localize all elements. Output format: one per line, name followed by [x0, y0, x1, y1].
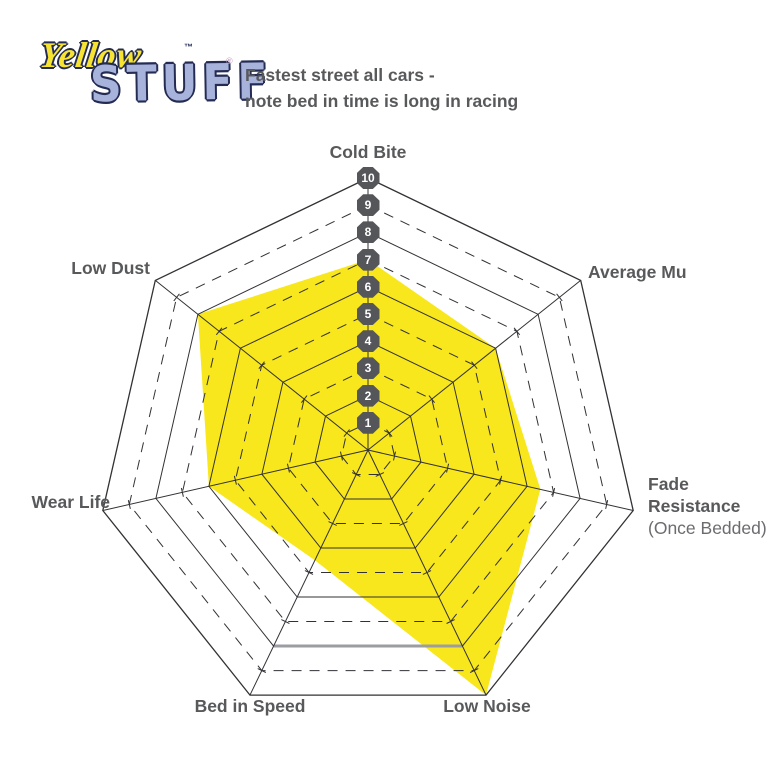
axis-label-average-mu: Average Mu	[588, 262, 687, 282]
axis-tick	[286, 463, 290, 473]
axis-tick	[343, 429, 350, 437]
axis-label-cold-bite: Cold Bite	[329, 142, 407, 162]
axis-tick	[233, 475, 237, 485]
scale-badge-8: 8	[356, 221, 380, 244]
axis-tick	[399, 521, 408, 526]
axis-label-low-noise: Low Noise	[443, 696, 531, 716]
caption-line-1: Fastest street all cars -	[245, 65, 435, 85]
radar-ring-6	[208, 286, 528, 598]
axis-tick	[180, 487, 184, 497]
trademark-symbol: ™	[184, 42, 193, 52]
radar-ring-10	[102, 177, 634, 696]
scale-badge-2: 2	[356, 384, 380, 407]
fade-label-line-2: Resistance	[648, 496, 741, 516]
chart-caption: Fastest street all cars - note bed in ti…	[245, 62, 518, 114]
axis-tick	[556, 293, 563, 302]
registered-symbol: ®	[226, 56, 233, 66]
axis-tick	[446, 619, 455, 624]
scale-badge-6: 6	[356, 275, 380, 298]
radar-ring-9	[128, 204, 608, 672]
radar-ring-4	[261, 340, 475, 549]
radar-ring-5	[234, 313, 502, 573]
axis-tick	[552, 487, 556, 497]
axis-label-bed-in-speed: Bed in Speed	[194, 696, 306, 716]
axis-tick	[328, 521, 337, 526]
axis-tick	[173, 293, 180, 302]
axis-tick	[258, 361, 265, 370]
axis-tick	[471, 361, 478, 370]
axis-tick	[257, 668, 267, 673]
axis-tick	[127, 499, 131, 509]
radar-value-polygon	[197, 259, 541, 696]
axis-tick	[375, 472, 385, 477]
axis-tick	[351, 472, 361, 477]
caption-line-2: note bed in time is long in racing	[245, 91, 519, 111]
axis-label-low-dust: Low Dust	[71, 258, 150, 278]
axis-tick	[393, 451, 397, 461]
fade-label-line-3: (Once Bedded)	[648, 518, 767, 538]
scale-badge-3: 3	[356, 357, 380, 380]
axis-tick	[304, 570, 314, 575]
scale-badge-5: 5	[356, 303, 380, 325]
scale-badge-1: 1	[356, 411, 380, 434]
axis-tick	[281, 619, 290, 624]
axis-label-wear-life: Wear Life	[31, 492, 110, 512]
scale-badge-9: 9	[356, 194, 380, 217]
axis-tick	[339, 451, 343, 461]
axis-tick	[301, 395, 308, 403]
axis-tick	[215, 327, 223, 336]
axis-label-fade-resistance: Fade Resistance (Once Bedded)	[648, 473, 767, 539]
axis-tick	[422, 570, 432, 575]
fade-label-line-1: Fade	[648, 474, 689, 494]
axis-tick	[428, 395, 435, 403]
axis-tick	[469, 668, 479, 673]
radar-ring-2	[314, 395, 422, 500]
axis-tick	[386, 429, 393, 437]
axis-tick	[446, 463, 450, 473]
radar-ring-1	[340, 422, 396, 475]
scale-badge-7: 7	[356, 248, 380, 271]
scale-badge-10: 10	[356, 167, 380, 189]
axis-tick	[499, 475, 503, 485]
axis-tick	[605, 499, 609, 509]
axis-tick	[513, 327, 521, 336]
scale-badge-4: 4	[356, 330, 380, 353]
yellowstuff-logo: Yellow ™ STUFF ®	[36, 26, 273, 126]
radar-ring-7	[181, 259, 555, 622]
